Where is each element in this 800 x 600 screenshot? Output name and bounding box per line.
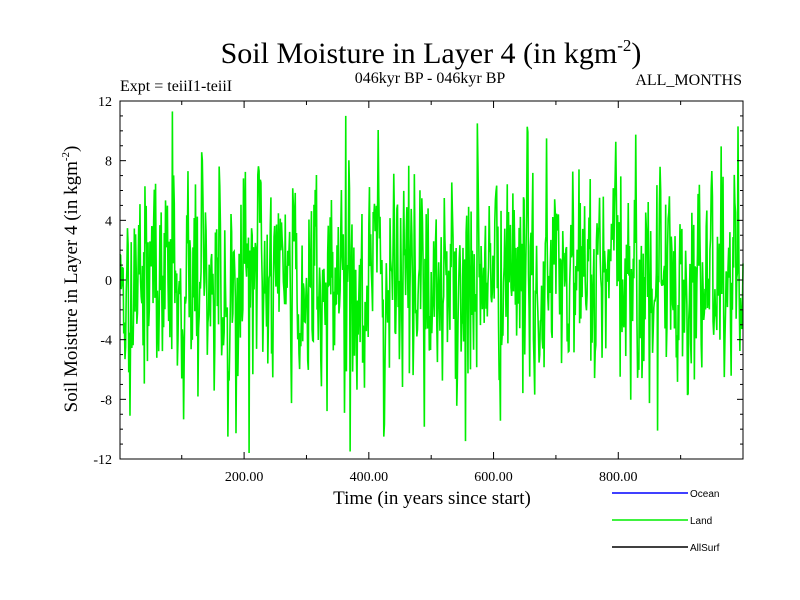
y-tick-label: -12 [93, 453, 112, 468]
y-axis-label-sup: -2 [60, 152, 72, 161]
axes-layer: 12 8 4 0 -4 -8 -12 200.00 400.00 600.00 800.00 [93, 95, 744, 485]
subtitle-period: 046kyr BP - 046kyr BP [355, 70, 506, 87]
chart-title: Soil Moisture in Layer 4 (in kgm-2) [221, 36, 642, 70]
y-tick-label: -4 [100, 334, 112, 349]
subtitle-months: ALL_MONTHS [635, 72, 742, 89]
y-axis-label: Soil Moisture in Layer 4 (in kgm-2) [60, 146, 82, 413]
y-tick-label: -8 [100, 393, 112, 408]
y-axis-label-main: Soil Moisture in Layer 4 (in kgm [61, 161, 82, 412]
chart-title-main: Soil Moisture in Layer 4 (in kgm [221, 37, 618, 70]
subtitle-experiment: Expt = teiiI1-teiiI [120, 78, 232, 95]
chart-title-close: ) [631, 37, 641, 70]
legend-label-land: Land [690, 516, 712, 527]
series-line-land [119, 111, 744, 454]
y-tick-label: 4 [105, 214, 112, 229]
legend-label-allsurf: AllSurf [690, 543, 720, 554]
x-tick-label: 600.00 [474, 470, 513, 485]
series-layer [119, 111, 744, 454]
y-tick-label: 8 [105, 155, 112, 170]
x-tick-label: 200.00 [225, 470, 264, 485]
legend: Ocean Land AllSurf [612, 489, 720, 554]
y-axis-label-close: ) [61, 146, 82, 152]
y-tick-label: 0 [105, 274, 112, 289]
chart-title-sup: -2 [617, 36, 631, 55]
x-tick-label: 800.00 [599, 470, 638, 485]
legend-label-ocean: Ocean [690, 489, 719, 500]
y-tick-label: 12 [98, 95, 112, 110]
x-axis-label: Time (in years since start) [333, 488, 531, 509]
x-tick-label: 400.00 [350, 470, 389, 485]
